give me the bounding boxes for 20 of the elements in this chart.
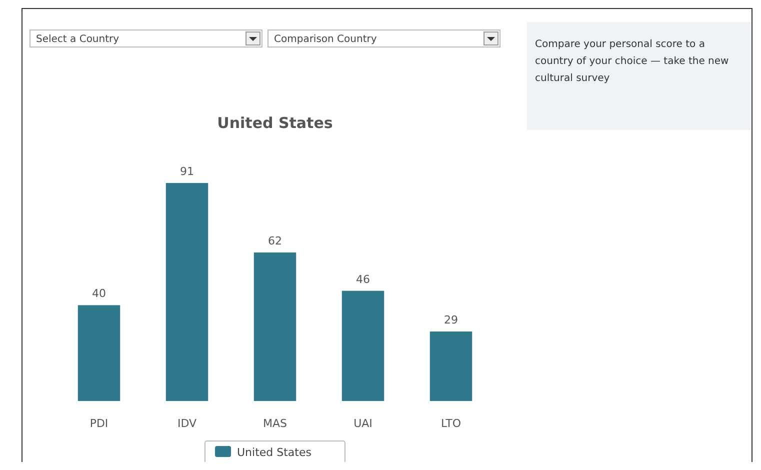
bar <box>342 290 384 401</box>
data-label: 46 <box>356 272 370 286</box>
text: Comparison Country <box>274 34 377 45</box>
data-label: 62 <box>268 234 282 248</box>
x-tick-label: PDI <box>90 417 108 430</box>
bar <box>166 183 208 401</box>
bar <box>254 252 296 401</box>
bar <box>430 332 472 401</box>
x-tick-label: UAI <box>354 417 372 430</box>
x-tick-label: IDV <box>177 417 197 430</box>
legend-label: United States <box>237 446 312 459</box>
data-label: 29 <box>444 314 458 327</box>
x-tick-label: LTO <box>441 417 462 430</box>
x-tick-label: MAS <box>263 417 288 430</box>
text: Compare your personal score to a country of your choice — take the new cultural survey <box>535 38 730 86</box>
data-label: 40 <box>92 287 106 300</box>
bar <box>78 305 120 401</box>
text: Select a Country <box>36 34 120 45</box>
chart-title: United States <box>217 114 333 132</box>
data-label: 91 <box>180 165 194 178</box>
